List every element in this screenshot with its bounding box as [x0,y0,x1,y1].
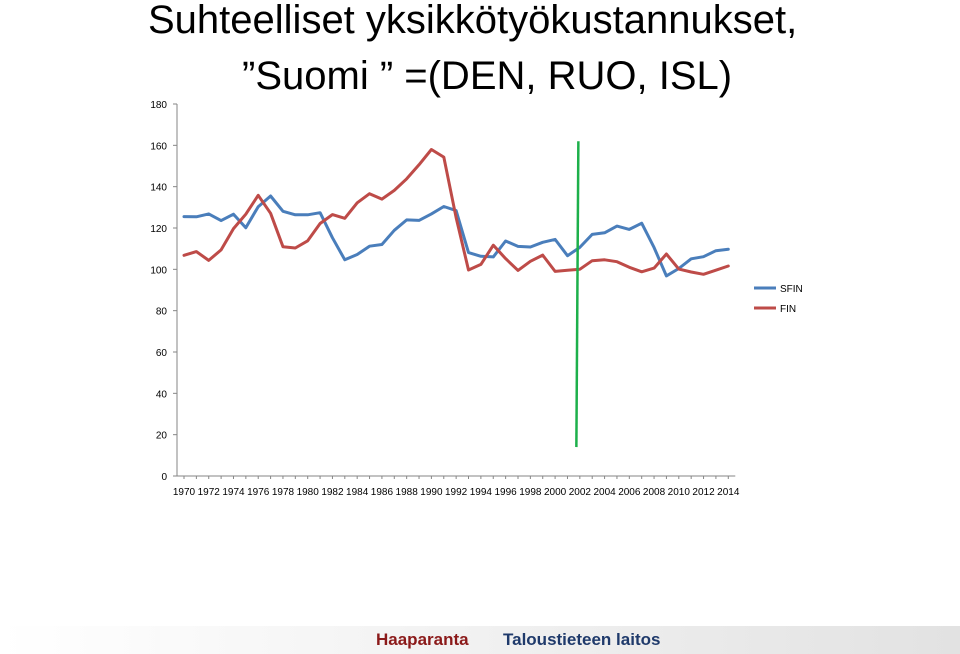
x-tick-label: 1984 [346,487,369,498]
x-tick-label: 1978 [272,487,295,498]
y-tick-label: 0 [161,472,167,483]
y-tick-label: 20 [156,431,168,442]
footer-bar [0,626,960,654]
x-tick-label: 2012 [692,487,715,498]
y-tick-label: 180 [150,100,167,111]
x-tick-label: 2004 [593,487,616,498]
y-tick-label: 100 [150,265,167,276]
x-tick-label: 1976 [247,487,270,498]
y-tick-label: 40 [156,389,168,400]
x-tick-label: 1980 [297,487,320,498]
footer-left-label: Haaparanta [376,630,469,649]
x-tick-label: 2002 [569,487,592,498]
x-tick-label: 2010 [668,487,691,498]
y-tick-label: 80 [156,307,168,318]
x-tick-label: 1998 [519,487,542,498]
x-tick-label: 1982 [321,487,344,498]
y-tick-label: 120 [150,224,167,235]
y-tick-label: 60 [156,348,168,359]
footer-right-label: Taloustieteen laitos [503,630,661,649]
x-tick-label: 1970 [173,487,196,498]
x-tick-label: 2008 [643,487,666,498]
x-tick-label: 2006 [618,487,641,498]
y-tick-label: 160 [150,141,167,152]
x-tick-label: 2000 [544,487,567,498]
x-tick-label: 1986 [371,487,394,498]
legend-label-fin: FIN [780,304,796,315]
legend-label-sfin: SFIN [780,284,803,295]
x-tick-label: 1974 [222,487,245,498]
chart-title-line2: ”Suomi ” =(DEN, RUO, ISL) [242,54,733,98]
x-tick-label: 1996 [494,487,517,498]
vertical-marker-line [575,141,580,448]
x-tick-label: 1988 [396,487,419,498]
chart-title-line1: Suhteelliset yksikkötyökustannukset, [148,0,798,42]
x-tick-label: 1990 [420,487,443,498]
x-tick-label: 2014 [717,487,740,498]
x-tick-label: 1992 [445,487,468,498]
y-tick-label: 140 [150,183,167,194]
x-tick-label: 1994 [470,487,493,498]
series-line-fin [182,148,730,276]
x-tick-label: 1972 [198,487,221,498]
